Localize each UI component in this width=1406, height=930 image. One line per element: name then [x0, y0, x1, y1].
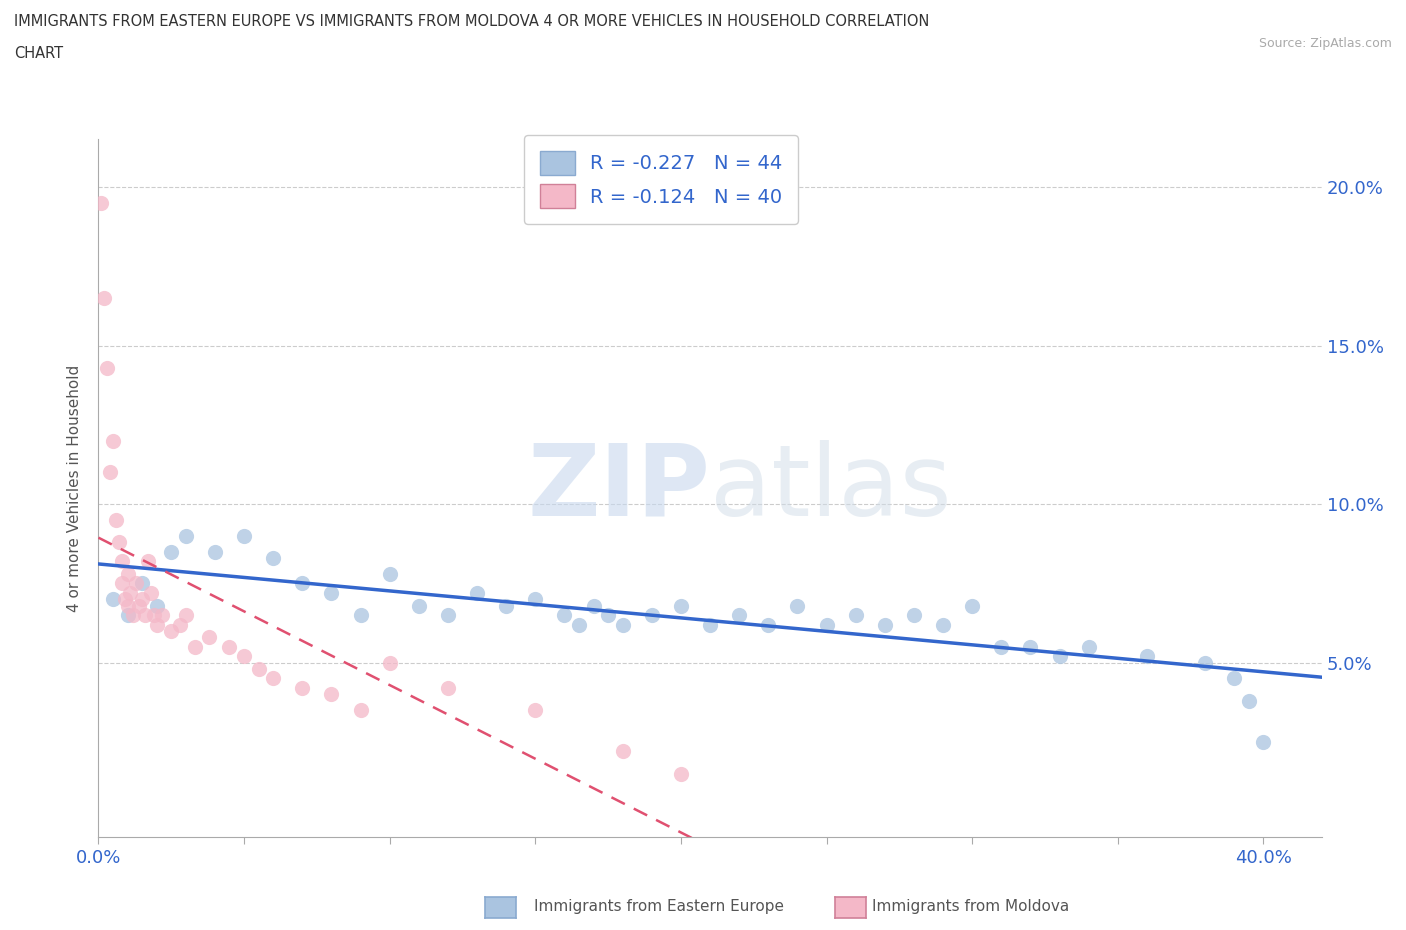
Point — [174, 607, 197, 622]
Point — [131, 591, 153, 606]
Point — [728, 607, 751, 622]
Point — [641, 607, 664, 622]
Point — [111, 553, 134, 568]
Point — [145, 598, 167, 613]
Point — [378, 566, 401, 581]
Point — [1136, 649, 1159, 664]
Point — [204, 544, 226, 559]
Point — [142, 607, 165, 622]
Text: IMMIGRANTS FROM EASTERN EUROPE VS IMMIGRANTS FROM MOLDOVA 4 OR MORE VEHICLES IN : IMMIGRANTS FROM EASTERN EUROPE VS IMMIGR… — [14, 14, 929, 29]
Point — [1253, 735, 1275, 750]
Point — [378, 655, 401, 670]
Point — [612, 618, 634, 632]
Point — [815, 618, 838, 632]
Point — [174, 528, 197, 543]
Point — [104, 512, 127, 527]
Point — [1019, 639, 1042, 654]
Point — [152, 607, 174, 622]
Point — [321, 586, 343, 601]
Point — [262, 671, 284, 686]
Point — [117, 607, 139, 622]
Point — [93, 290, 115, 305]
Point — [699, 618, 721, 632]
Point — [582, 598, 605, 613]
Point — [612, 744, 634, 759]
Point — [845, 607, 868, 622]
Point — [524, 591, 547, 606]
Point — [108, 535, 131, 550]
Point — [125, 576, 148, 591]
Text: Immigrants from Eastern Europe: Immigrants from Eastern Europe — [534, 899, 785, 914]
Point — [160, 623, 183, 638]
Text: ZIP: ZIP — [527, 440, 710, 537]
Point — [553, 607, 575, 622]
Point — [233, 528, 256, 543]
Point — [90, 195, 112, 210]
Point — [117, 598, 139, 613]
Text: Source: ZipAtlas.com: Source: ZipAtlas.com — [1258, 37, 1392, 50]
Point — [145, 618, 167, 632]
Point — [183, 639, 205, 654]
Point — [495, 598, 517, 613]
Point — [903, 607, 925, 622]
Point — [101, 433, 124, 448]
Point — [349, 703, 371, 718]
Text: Immigrants from Moldova: Immigrants from Moldova — [872, 899, 1069, 914]
Point — [437, 607, 460, 622]
Point — [669, 598, 692, 613]
Point — [120, 586, 142, 601]
Point — [321, 687, 343, 702]
Point — [669, 766, 692, 781]
Point — [756, 618, 779, 632]
Point — [111, 576, 134, 591]
Point — [114, 591, 136, 606]
Point — [160, 544, 183, 559]
Point — [247, 661, 270, 676]
Point — [932, 618, 955, 632]
Point — [169, 618, 191, 632]
Point — [1223, 671, 1246, 686]
Point — [437, 681, 460, 696]
Point — [990, 639, 1012, 654]
Point — [139, 586, 162, 601]
Point — [262, 551, 284, 565]
Legend: R = -0.227   N = 44, R = -0.124   N = 40: R = -0.227 N = 44, R = -0.124 N = 40 — [524, 135, 799, 223]
Point — [349, 607, 371, 622]
Text: atlas: atlas — [710, 440, 952, 537]
Point — [136, 553, 159, 568]
Point — [218, 639, 240, 654]
Point — [1049, 649, 1071, 664]
Point — [128, 598, 150, 613]
Point — [524, 703, 547, 718]
Point — [134, 607, 156, 622]
Point — [408, 598, 430, 613]
Point — [786, 598, 808, 613]
Point — [96, 360, 118, 375]
Point — [291, 576, 314, 591]
Point — [117, 566, 139, 581]
Point — [131, 576, 153, 591]
Point — [122, 607, 145, 622]
Point — [1077, 639, 1099, 654]
Point — [291, 681, 314, 696]
Point — [596, 607, 619, 622]
Text: CHART: CHART — [14, 46, 63, 61]
Point — [233, 649, 256, 664]
Y-axis label: 4 or more Vehicles in Household: 4 or more Vehicles in Household — [67, 365, 83, 612]
Point — [465, 586, 488, 601]
Point — [98, 465, 121, 480]
Point — [873, 618, 896, 632]
Point — [960, 598, 983, 613]
Point — [198, 630, 221, 644]
Point — [568, 618, 591, 632]
Point — [1194, 655, 1216, 670]
Point — [1237, 693, 1260, 708]
Point — [101, 591, 124, 606]
